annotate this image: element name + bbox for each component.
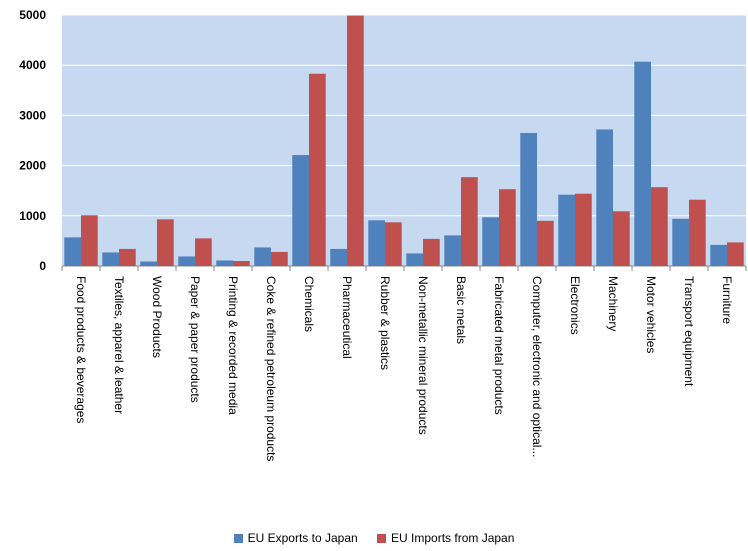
bar-imports bbox=[271, 251, 288, 266]
bar-imports bbox=[537, 220, 554, 266]
legend-swatch-exports bbox=[233, 533, 243, 543]
legend-item-exports: EU Exports to Japan bbox=[233, 531, 358, 545]
y-tick-label: 0 bbox=[39, 259, 46, 273]
x-tick-label: Paper & paper products bbox=[188, 276, 202, 403]
x-tick-label: Computer, electronic and optical... bbox=[530, 276, 544, 457]
bar-exports bbox=[102, 252, 119, 266]
legend-item-imports: EU Imports from Japan bbox=[377, 531, 514, 545]
bar-imports bbox=[119, 248, 136, 266]
x-tick-label: Pharmaceutical bbox=[340, 276, 354, 359]
bar-imports bbox=[689, 199, 706, 266]
bar-exports bbox=[368, 220, 385, 266]
bar-imports bbox=[575, 193, 592, 266]
bar-exports bbox=[710, 244, 727, 266]
x-tick-label: Electronics bbox=[568, 276, 582, 335]
y-tick-label: 1000 bbox=[19, 209, 46, 223]
legend: EU Exports to Japan EU Imports from Japa… bbox=[0, 531, 748, 546]
bar-imports bbox=[157, 219, 174, 266]
bar-exports bbox=[216, 260, 233, 266]
bar-imports bbox=[233, 260, 250, 266]
x-tick-label: Machinery bbox=[606, 276, 620, 331]
bar-imports bbox=[81, 215, 98, 266]
bars-group bbox=[64, 15, 744, 267]
bar-imports bbox=[423, 238, 440, 266]
bar-imports bbox=[727, 242, 744, 266]
bar-exports bbox=[596, 129, 613, 266]
x-tick-label: Chemicals bbox=[302, 276, 316, 332]
bar-exports bbox=[292, 155, 309, 266]
y-tick-label: 2000 bbox=[19, 159, 46, 173]
bar-exports bbox=[634, 61, 651, 266]
bar-exports bbox=[64, 237, 81, 266]
x-tick-label: Non-metallic mineral products bbox=[416, 276, 430, 435]
x-tick-label: Transport equipment bbox=[682, 276, 696, 387]
bar-imports bbox=[195, 238, 212, 266]
plot-area bbox=[62, 15, 746, 266]
bar-exports bbox=[330, 248, 347, 266]
legend-swatch-imports bbox=[377, 533, 387, 543]
bar-imports bbox=[651, 187, 668, 266]
bar-imports bbox=[347, 15, 364, 267]
bar-exports bbox=[482, 217, 499, 266]
x-tick-label: Food products & beverages bbox=[74, 276, 88, 423]
x-tick-label: Motor vehicles bbox=[644, 276, 658, 353]
bar-exports bbox=[254, 247, 271, 266]
x-tick-label: Textiles, apparel & leather bbox=[112, 276, 126, 414]
y-tick-label: 4000 bbox=[19, 58, 46, 72]
bar-imports bbox=[309, 73, 326, 266]
x-tick-label: Coke & refined petroleum products bbox=[264, 276, 278, 461]
gridlines bbox=[61, 14, 747, 271]
y-tick-label: 5000 bbox=[19, 8, 46, 22]
y-axis-ticks: 0 1000 2000 3000 4000 5000 bbox=[19, 8, 46, 273]
bar-imports bbox=[613, 211, 630, 266]
bar-exports bbox=[444, 235, 461, 266]
bar-chart: 0 1000 2000 3000 4000 5000 Food products & be… bbox=[19, 8, 747, 461]
bar-exports bbox=[140, 261, 157, 266]
bar-exports bbox=[672, 218, 689, 266]
x-tick-label: Rubber & plastics bbox=[378, 276, 392, 370]
legend-label-exports: EU Exports to Japan bbox=[247, 531, 358, 545]
x-tick-label: Furniture bbox=[720, 276, 734, 324]
bar-imports bbox=[461, 177, 478, 266]
x-tick-label: Fabricated metal products bbox=[492, 276, 506, 415]
x-tick-label: Printing & recorded media bbox=[226, 276, 240, 415]
y-tick-label: 3000 bbox=[19, 108, 46, 122]
bar-imports bbox=[385, 222, 402, 266]
x-tick-label: Basic metals bbox=[454, 276, 468, 344]
bar-exports bbox=[520, 132, 537, 266]
bar-exports bbox=[558, 194, 575, 266]
bar-exports bbox=[178, 256, 195, 266]
x-axis-ticks: Food products & beverages Textiles, appar… bbox=[74, 276, 734, 461]
x-tick-label: Wood Products bbox=[150, 276, 164, 358]
bar-exports bbox=[406, 253, 423, 266]
bar-imports bbox=[499, 189, 516, 266]
legend-label-imports: EU Imports from Japan bbox=[391, 531, 515, 545]
